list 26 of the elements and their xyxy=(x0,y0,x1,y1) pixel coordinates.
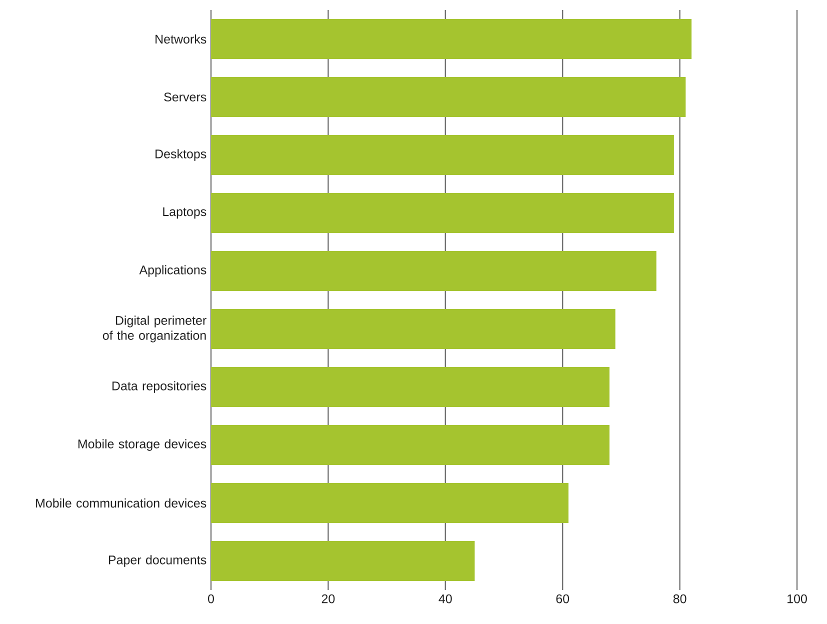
bar xyxy=(211,367,610,408)
y-tick-label: Laptops xyxy=(163,207,206,219)
y-tick-label: Networks xyxy=(156,34,206,44)
bar xyxy=(211,425,610,466)
y-tick-label: Mobile storage devices xyxy=(78,439,206,451)
x-tick-label: 40 xyxy=(438,594,452,604)
bar xyxy=(211,251,656,292)
bar xyxy=(211,483,568,524)
bar xyxy=(211,541,475,582)
bar xyxy=(211,135,674,176)
y-tick-label: Applications xyxy=(139,265,206,277)
x-tick-label: 0 xyxy=(208,594,214,604)
y-tick-label: Desktops xyxy=(156,149,206,161)
y-tick-label: Mobile communication devices xyxy=(36,498,206,508)
x-tick-label: 60 xyxy=(556,594,570,604)
bar xyxy=(211,19,692,60)
y-tick-label: Servers xyxy=(164,92,206,102)
y-tick-label: Data repositories xyxy=(112,381,206,393)
x-tick-label: 100 xyxy=(788,594,807,604)
x-tick-label: 80 xyxy=(673,594,686,604)
bar xyxy=(211,77,686,118)
y-tick-label: Paper documents xyxy=(108,555,206,567)
bar xyxy=(211,309,616,350)
x-tick-label: 20 xyxy=(322,594,335,604)
y-tick-label: Digital perimeter of the organization xyxy=(102,316,206,342)
bar xyxy=(211,193,674,234)
